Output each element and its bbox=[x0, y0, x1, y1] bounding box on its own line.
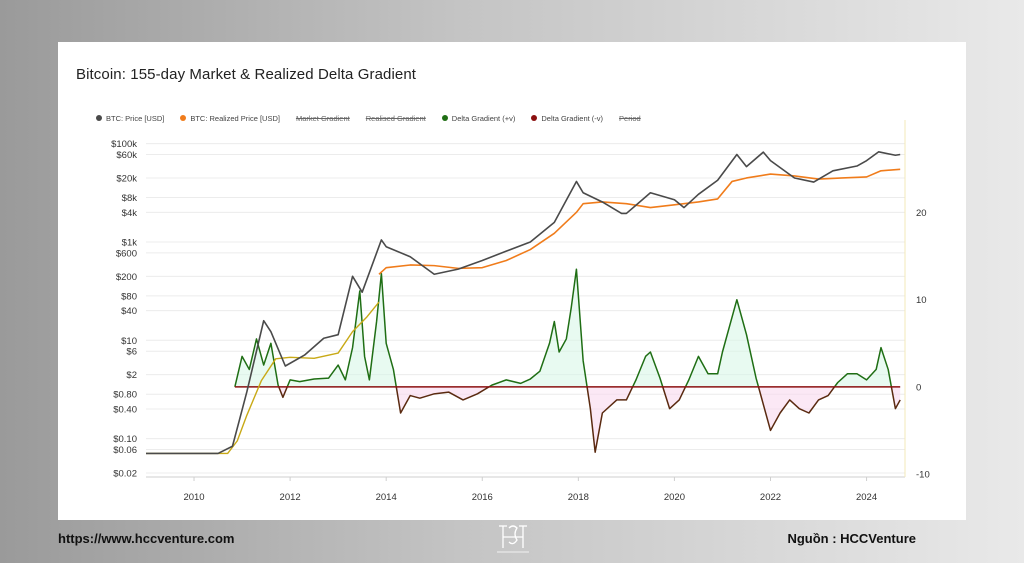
x-tick-label: 2020 bbox=[664, 492, 685, 503]
y-right-tick-label: 10 bbox=[916, 295, 927, 306]
legend-item[interactable]: Delta Gradient (-v) bbox=[531, 114, 603, 123]
x-tick-label: 2016 bbox=[472, 492, 493, 503]
x-tick-label: 2024 bbox=[856, 492, 877, 503]
legend-marker-icon bbox=[180, 115, 187, 121]
delta-negative-area bbox=[587, 386, 633, 453]
y-left-tick-label: $8k bbox=[122, 193, 138, 204]
y-left-tick-label: $0.10 bbox=[113, 434, 137, 445]
legend-label: Realised Gradient bbox=[365, 113, 426, 123]
delta-negative-line bbox=[890, 386, 901, 410]
delta-positive-area bbox=[685, 299, 759, 387]
delta-positive-line bbox=[234, 338, 280, 388]
delta-negative-area bbox=[396, 386, 489, 413]
realized-price-line bbox=[378, 168, 901, 275]
y-right-tick-label: 20 bbox=[916, 208, 927, 219]
delta-positive-area bbox=[488, 269, 588, 387]
footer-source: Nguồn : HCCVenture bbox=[787, 531, 916, 546]
y-left-tick-label: $4k bbox=[122, 208, 138, 219]
delta-positive-area bbox=[287, 273, 397, 387]
y-left-tick-label: $0.40 bbox=[113, 405, 137, 416]
realised-gradient-line bbox=[146, 301, 380, 455]
legend-item[interactable]: Period bbox=[619, 114, 641, 123]
delta-positive-area bbox=[632, 352, 663, 387]
x-tick-label: 2022 bbox=[760, 492, 781, 503]
legend-label: BTC: Realized Price [USD] bbox=[190, 113, 280, 123]
y-left-tick-label: $0.80 bbox=[113, 390, 137, 401]
delta-negative-area bbox=[278, 386, 288, 398]
y-left-tick-label: $1k bbox=[122, 237, 138, 248]
y-right-tick-label: 0 bbox=[916, 382, 921, 393]
legend-label: Market Gradient bbox=[295, 113, 350, 123]
legend-label: Period bbox=[619, 113, 641, 123]
y-left-tick-label: $200 bbox=[116, 272, 137, 283]
delta-negative-line bbox=[586, 386, 634, 453]
legend-marker-icon bbox=[441, 115, 448, 121]
delta-negative-line bbox=[395, 386, 490, 414]
chart-legend: BTC: Price [USD] BTC: Realized Price [USD… bbox=[96, 111, 657, 125]
delta-positive-area bbox=[834, 347, 892, 387]
legend-item[interactable]: BTC: Realized Price [USD] bbox=[180, 114, 280, 123]
x-tick-label: 2012 bbox=[280, 492, 301, 503]
btc-price-line bbox=[146, 151, 901, 455]
y-left-tick-label: $2 bbox=[126, 370, 137, 381]
delta-positive-line bbox=[286, 272, 398, 388]
y-left-tick-label: $0.02 bbox=[113, 469, 137, 480]
chart-card: $100k $60k $20k $8k $4k $1k $600 $200 $80 $40 $10 $… bbox=[58, 42, 966, 520]
delta-negative-area bbox=[758, 386, 835, 431]
y-left-tick-label: $600 bbox=[116, 248, 137, 259]
y-left-tick-label: $100k bbox=[111, 139, 137, 150]
delta-positive-line bbox=[631, 351, 664, 388]
y-left-tick-label: $40 bbox=[121, 306, 137, 317]
x-tick-label: 2010 bbox=[183, 492, 204, 503]
y-left-tick-label: $60k bbox=[116, 150, 137, 161]
delta-positive-line bbox=[833, 346, 893, 388]
legend-item[interactable]: Realised Gradient bbox=[366, 114, 426, 123]
legend-marker-icon bbox=[96, 115, 102, 121]
legend-item[interactable]: BTC: Price [USD] bbox=[96, 114, 164, 123]
legend-item[interactable]: Market Gradient bbox=[296, 114, 350, 123]
y-left-tick-label: $10 bbox=[121, 336, 137, 347]
legend-label: Delta Gradient (+v) bbox=[451, 113, 516, 123]
x-tick-label: 2018 bbox=[568, 492, 589, 503]
hcc-logo-icon bbox=[497, 525, 529, 553]
y-left-tick-label: $20k bbox=[116, 173, 137, 184]
y-left-tick-label: $6 bbox=[126, 347, 137, 358]
delta-positive-area bbox=[234, 338, 279, 387]
footer-url[interactable]: https://www.hccventure.com bbox=[58, 531, 235, 546]
chart-title: Bitcoin: 155-day Market & Realized Delta… bbox=[76, 66, 417, 83]
y-left-tick-label: $0.06 bbox=[113, 445, 137, 456]
y-right-tick-label: -10 bbox=[916, 470, 930, 481]
legend-marker-icon bbox=[531, 115, 538, 121]
chart-plot: $100k$60k$20k$8k$4k$1k$600$200$80$40$10$… bbox=[111, 120, 930, 503]
delta-negative-line bbox=[662, 386, 687, 410]
legend-item[interactable]: Delta Gradient (+v) bbox=[441, 113, 516, 123]
x-tick-label: 2014 bbox=[376, 492, 397, 503]
legend-label: BTC: Price [USD] bbox=[106, 113, 165, 123]
legend-label: Delta Gradient (-v) bbox=[541, 113, 604, 123]
delta-negative-line bbox=[757, 386, 836, 432]
y-left-tick-label: $80 bbox=[121, 291, 137, 302]
delta-positive-line bbox=[488, 268, 588, 388]
delta-negative-line bbox=[278, 386, 288, 399]
delta-positive-line bbox=[684, 298, 760, 388]
